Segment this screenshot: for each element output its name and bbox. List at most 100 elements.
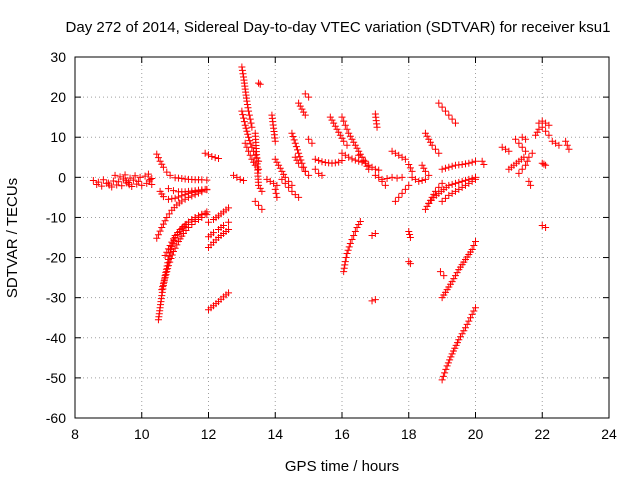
- data-point: [542, 127, 550, 135]
- data-point: [421, 129, 429, 137]
- data-point: [343, 125, 351, 133]
- data-point: [121, 171, 129, 179]
- data-point: [358, 153, 366, 161]
- series-pass-17: [230, 171, 248, 185]
- data-point: [225, 204, 233, 212]
- series-pass-62: [478, 157, 488, 168]
- data-point: [348, 135, 356, 143]
- data-point: [305, 171, 313, 179]
- data-point: [363, 162, 371, 170]
- data-point: [378, 175, 386, 183]
- data-point: [295, 193, 303, 201]
- y-tick-label: 10: [50, 129, 66, 145]
- data-point: [240, 177, 248, 185]
- data-point: [350, 138, 358, 146]
- data-point: [244, 130, 252, 138]
- data-point: [353, 223, 361, 231]
- data-point: [408, 167, 416, 175]
- series-pass-71: [538, 159, 550, 169]
- series-pass-24: [263, 175, 281, 189]
- x-tick-label: 20: [468, 426, 484, 442]
- data-point: [438, 165, 446, 173]
- data-point: [116, 173, 124, 181]
- data-point: [336, 131, 344, 139]
- data-point: [238, 63, 246, 71]
- data-point: [148, 175, 156, 183]
- series-pass-32: [301, 90, 313, 101]
- series-pass-42: [368, 229, 379, 239]
- data-point: [421, 205, 429, 213]
- data-point: [245, 133, 253, 141]
- data-point: [159, 193, 167, 201]
- data-point: [470, 307, 478, 315]
- data-point: [243, 97, 251, 105]
- series-pass-16: [205, 204, 233, 226]
- data-point: [451, 179, 459, 187]
- data-point: [356, 150, 364, 158]
- data-point: [465, 159, 473, 167]
- data-point: [375, 166, 383, 174]
- data-point: [465, 317, 473, 325]
- data-point: [278, 175, 286, 183]
- data-point: [161, 252, 169, 260]
- data-point: [210, 229, 218, 237]
- data-point: [344, 246, 352, 254]
- data-point: [146, 175, 154, 183]
- data-point: [420, 164, 428, 172]
- data-point: [236, 175, 244, 183]
- data-point: [215, 154, 223, 162]
- data-point: [163, 168, 171, 176]
- series-pass-63: [498, 143, 513, 155]
- data-point: [426, 138, 434, 146]
- data-point: [540, 160, 548, 168]
- data-point: [291, 139, 299, 147]
- data-point: [328, 116, 336, 124]
- axis-ticks: [74, 56, 610, 419]
- series-pass-73: [538, 117, 553, 129]
- data-point: [480, 160, 488, 168]
- data-point: [512, 135, 520, 143]
- data-point: [348, 155, 356, 163]
- data-point: [169, 187, 177, 195]
- data-point: [111, 171, 119, 179]
- data-point: [341, 261, 349, 269]
- data-point: [169, 235, 177, 243]
- data-point: [248, 123, 256, 131]
- series-pass-39: [338, 113, 373, 173]
- data-point: [273, 181, 281, 189]
- data-point: [425, 171, 433, 179]
- data-point: [428, 141, 436, 149]
- data-point: [350, 231, 358, 239]
- data-point: [159, 280, 167, 288]
- data-point: [126, 174, 134, 182]
- data-point: [315, 156, 323, 164]
- x-tick-label: 10: [134, 426, 150, 442]
- data-point: [448, 278, 456, 286]
- data-point: [169, 248, 177, 256]
- data-point: [438, 179, 446, 187]
- data-point: [425, 135, 433, 143]
- data-point: [164, 265, 172, 273]
- data-point: [272, 189, 280, 197]
- data-point: [523, 157, 531, 165]
- data-point: [542, 161, 550, 169]
- data-point: [301, 90, 309, 98]
- data-point: [441, 194, 449, 202]
- data-point: [276, 164, 284, 172]
- data-point: [333, 125, 341, 133]
- series-pass-61: [438, 157, 479, 173]
- data-point: [273, 158, 281, 166]
- data-point: [562, 137, 570, 145]
- data-point: [458, 177, 466, 185]
- data-point: [542, 223, 550, 231]
- data-point: [240, 114, 248, 122]
- series-pass-66: [515, 149, 536, 177]
- series-pass-70: [535, 119, 553, 139]
- data-point: [418, 177, 426, 185]
- data-point: [280, 170, 288, 178]
- x-tick-labels: 8 10 12 14 16 18 20 22 24: [71, 426, 617, 442]
- data-point: [153, 234, 161, 242]
- data-point: [445, 111, 453, 119]
- data-point: [281, 179, 289, 187]
